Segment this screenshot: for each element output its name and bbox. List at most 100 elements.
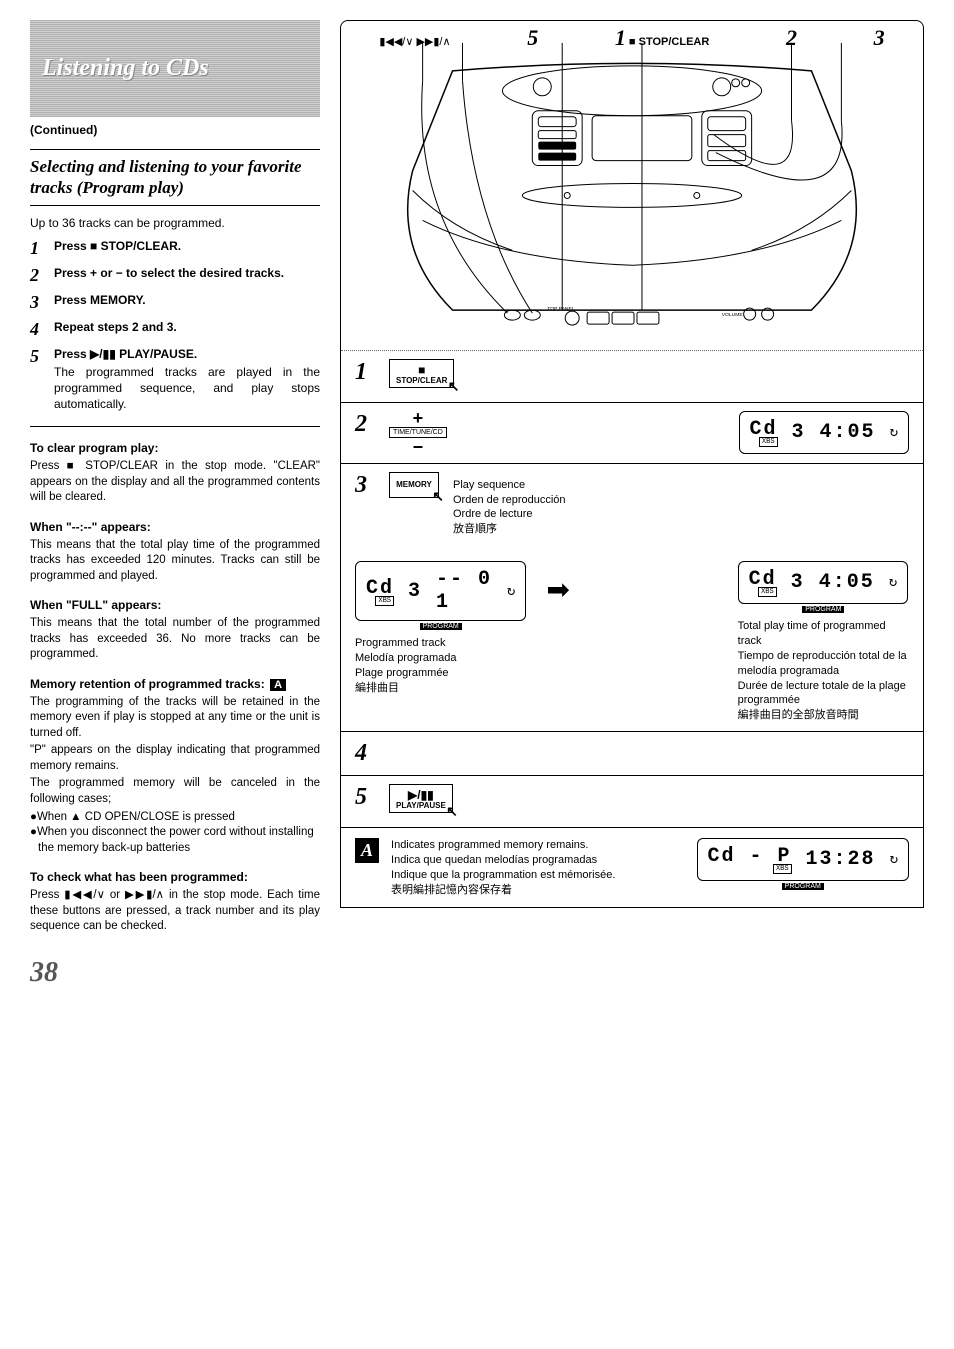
lcd-track: 3	[791, 571, 805, 594]
step-list: 1 Press ■ STOP/CLEAR. 2 Press + or − to …	[30, 238, 320, 413]
cap-es: Tiempo de reproducción total de la melod…	[738, 649, 909, 679]
repeat-icon: ↻	[507, 583, 515, 600]
intro-text: Up to 36 tracks can be programmed.	[30, 216, 320, 230]
xbs-badge: XBS	[375, 596, 394, 606]
step-text: Press ▶/▮▮ PLAY/PAUSE.	[54, 347, 197, 361]
play-pause-icon: ▶/▮▮	[396, 789, 446, 801]
xbs-badge: XBS	[759, 437, 778, 447]
memory-p2: "P" appears on the display indicating th…	[30, 743, 320, 774]
seq-row-2: 2 + TIME/TUNE/CD − Cd XBS 3 4:05	[341, 403, 923, 464]
cap-en: Total play time of programmed track	[738, 619, 909, 649]
seq-num: 1	[355, 359, 375, 386]
cursor-icon: ↖	[432, 489, 444, 503]
seq-num: 2	[355, 411, 375, 438]
callout-2: 2	[786, 25, 797, 51]
arrow-right-icon: ➡	[546, 573, 717, 606]
seq-row-4: 4	[341, 732, 923, 776]
repeat-icon: ↻	[889, 574, 897, 591]
lcd-seq: -- 0 1	[436, 568, 493, 614]
total-time-caption: Total play time of programmed track Tiem…	[738, 619, 909, 723]
step-number: 3	[30, 292, 54, 313]
cap-fr: Durée de lecture totale de la plage prog…	[738, 679, 909, 709]
cap-zh: 編排曲目	[355, 681, 457, 696]
cap-en: Play sequence	[453, 478, 566, 493]
clear-body: Press ■ STOP/CLEAR in the stop mode. "CL…	[30, 459, 320, 506]
device-svg: TOP PANEL VOLUME	[341, 21, 923, 350]
diagram-frame: ▮◀◀/∨ ▶▶▮/∧ 5 1 ■ STOP/CLEAR 2 3	[340, 20, 924, 908]
subtitle: Selecting and listening to your favorite…	[30, 156, 320, 199]
lcd-time: 4:05	[819, 571, 875, 594]
seq-num: 4	[355, 740, 375, 767]
repeat-icon: ↻	[890, 851, 898, 868]
step-text: Press + or − to select the desired track…	[54, 266, 284, 280]
section-title: Listening to CDs	[42, 55, 308, 82]
memory-b1: ●When ▲ CD OPEN/CLOSE is pressed	[30, 810, 320, 826]
lcd-time: 13:28	[806, 848, 876, 871]
step-item: 5 Press ▶/▮▮ PLAY/PAUSE. The programmed …	[30, 346, 320, 413]
cap-es: Orden de reproducción	[453, 493, 566, 508]
program-badge: PROGRAM	[782, 883, 824, 890]
badge-a: A	[355, 838, 379, 863]
plus-icon: +	[413, 411, 424, 425]
cap-fr: Ordre de lecture	[453, 507, 566, 522]
step-number: 4	[30, 319, 54, 340]
dashes-body: This means that the total play time of t…	[30, 538, 320, 585]
lcd-track: 3	[408, 580, 422, 603]
program-badge: PROGRAM	[802, 606, 844, 613]
section-title-block: Listening to CDs	[30, 20, 320, 117]
memory-label: MEMORY	[396, 480, 432, 489]
continued-label: (Continued)	[30, 123, 320, 137]
stop-icon: ■	[396, 364, 447, 376]
repeat-icon: ↻	[890, 424, 898, 441]
memory-p3: The programmed memory will be canceled i…	[30, 776, 320, 807]
lcd-time: 4:05	[820, 421, 876, 444]
cap-es: Melodía programada	[355, 651, 457, 666]
play-pause-label: PLAY/PAUSE	[396, 801, 446, 810]
callout-5: 5	[527, 25, 538, 51]
clear-head: To clear program play:	[30, 441, 320, 455]
programmed-track-caption: Programmed track Melodía programada Plag…	[355, 636, 457, 695]
program-badge: PROGRAM	[420, 623, 462, 630]
stop-clear-label: STOP/CLEAR	[396, 376, 447, 385]
check-body: Press ▮◀◀/∨ or ▶▶▮/∧ in the stop mode. E…	[30, 888, 320, 935]
memory-head-text: Memory retention of programmed tracks:	[30, 677, 265, 691]
step-item: 3 Press MEMORY.	[30, 292, 320, 313]
memory-head: Memory retention of programmed tracks: A	[30, 677, 320, 691]
lcd-total-time: Cd XBS 3 4:05 ↻	[738, 561, 908, 604]
full-body: This means that the total number of the …	[30, 616, 320, 663]
lcd-programmed-track: Cd XBS 3 -- 0 1 ↻	[355, 561, 526, 621]
a-es: Indica que quedan melodías programadas	[391, 853, 685, 868]
step-item: 4 Repeat steps 2 and 3.	[30, 319, 320, 340]
minus-icon: −	[413, 440, 424, 454]
callout-1: 1	[615, 25, 626, 50]
plus-minus-control: + TIME/TUNE/CD −	[389, 411, 447, 455]
lcd-display: Cd XBS 3 4:05 ↻	[739, 411, 909, 454]
play-pause-button-icon: ▶/▮▮ PLAY/PAUSE ↖	[389, 784, 453, 813]
lcd-memory-remains: Cd - P XBS 13:28 ↻	[697, 838, 909, 881]
dashes-head: When "--:--" appears:	[30, 520, 320, 534]
step-number: 2	[30, 265, 54, 286]
label-stop-clear: ■ STOP/CLEAR	[629, 36, 709, 48]
cap-fr: Plage programmée	[355, 666, 457, 681]
step-number: 1	[30, 238, 54, 259]
step-text: Press ■ STOP/CLEAR.	[54, 239, 181, 253]
a-fr: Indique que la programmation est mémoris…	[391, 868, 685, 883]
xbs-badge: XBS	[758, 587, 777, 597]
device-diagram: ▮◀◀/∨ ▶▶▮/∧ 5 1 ■ STOP/CLEAR 2 3	[341, 21, 923, 351]
seq-row-3: 3 MEMORY ↖ Play sequence Orden de reprod…	[341, 464, 923, 732]
cursor-icon: ↖	[446, 804, 458, 818]
ref-badge-a: A	[270, 679, 286, 691]
lcd-track: 3	[792, 421, 806, 444]
memory-p1: The programming of the tracks will be re…	[30, 695, 320, 742]
note-row-a: A Indicates programmed memory remains. I…	[341, 828, 923, 907]
step-text: Repeat steps 2 and 3.	[54, 320, 177, 334]
cap-zh: 放音順序	[453, 522, 566, 537]
cap-zh: 編排曲目的全部放音時間	[738, 708, 909, 723]
page-number: 38	[30, 957, 924, 989]
play-sequence-caption: Play sequence Orden de reproducción Ordr…	[453, 478, 566, 537]
step-number: 5	[30, 346, 54, 413]
memory-button-icon: MEMORY ↖	[389, 472, 439, 498]
memory-b2: ●When you disconnect the power cord with…	[30, 825, 320, 856]
full-head: When "FULL" appears:	[30, 598, 320, 612]
seq-row-5: 5 ▶/▮▮ PLAY/PAUSE ↖	[341, 776, 923, 828]
